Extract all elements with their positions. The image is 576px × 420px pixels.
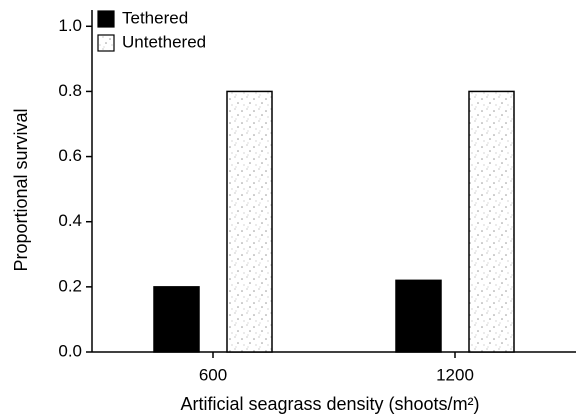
bar xyxy=(468,90,515,353)
x-axis-label: Artificial seagrass density (shoots/m²) xyxy=(180,394,479,414)
x-tick-label: 1200 xyxy=(436,365,474,384)
legend-label: Tethered xyxy=(122,8,188,27)
y-tick-label: 0.4 xyxy=(58,211,82,230)
y-tick-label: 0.8 xyxy=(58,81,82,100)
bar xyxy=(226,90,273,353)
legend-swatch xyxy=(97,34,115,52)
y-tick-label: 0.2 xyxy=(58,276,82,295)
bar xyxy=(153,286,200,353)
y-tick-label: 1.0 xyxy=(58,16,82,35)
x-tick-label: 600 xyxy=(199,365,227,384)
legend-label: Untethered xyxy=(122,32,206,51)
y-tick-label: 0.6 xyxy=(58,146,82,165)
y-tick-label: 0.0 xyxy=(58,341,82,360)
y-axis-label: Proportional survival xyxy=(11,108,31,271)
bar xyxy=(395,279,442,353)
legend-swatch xyxy=(97,10,115,28)
